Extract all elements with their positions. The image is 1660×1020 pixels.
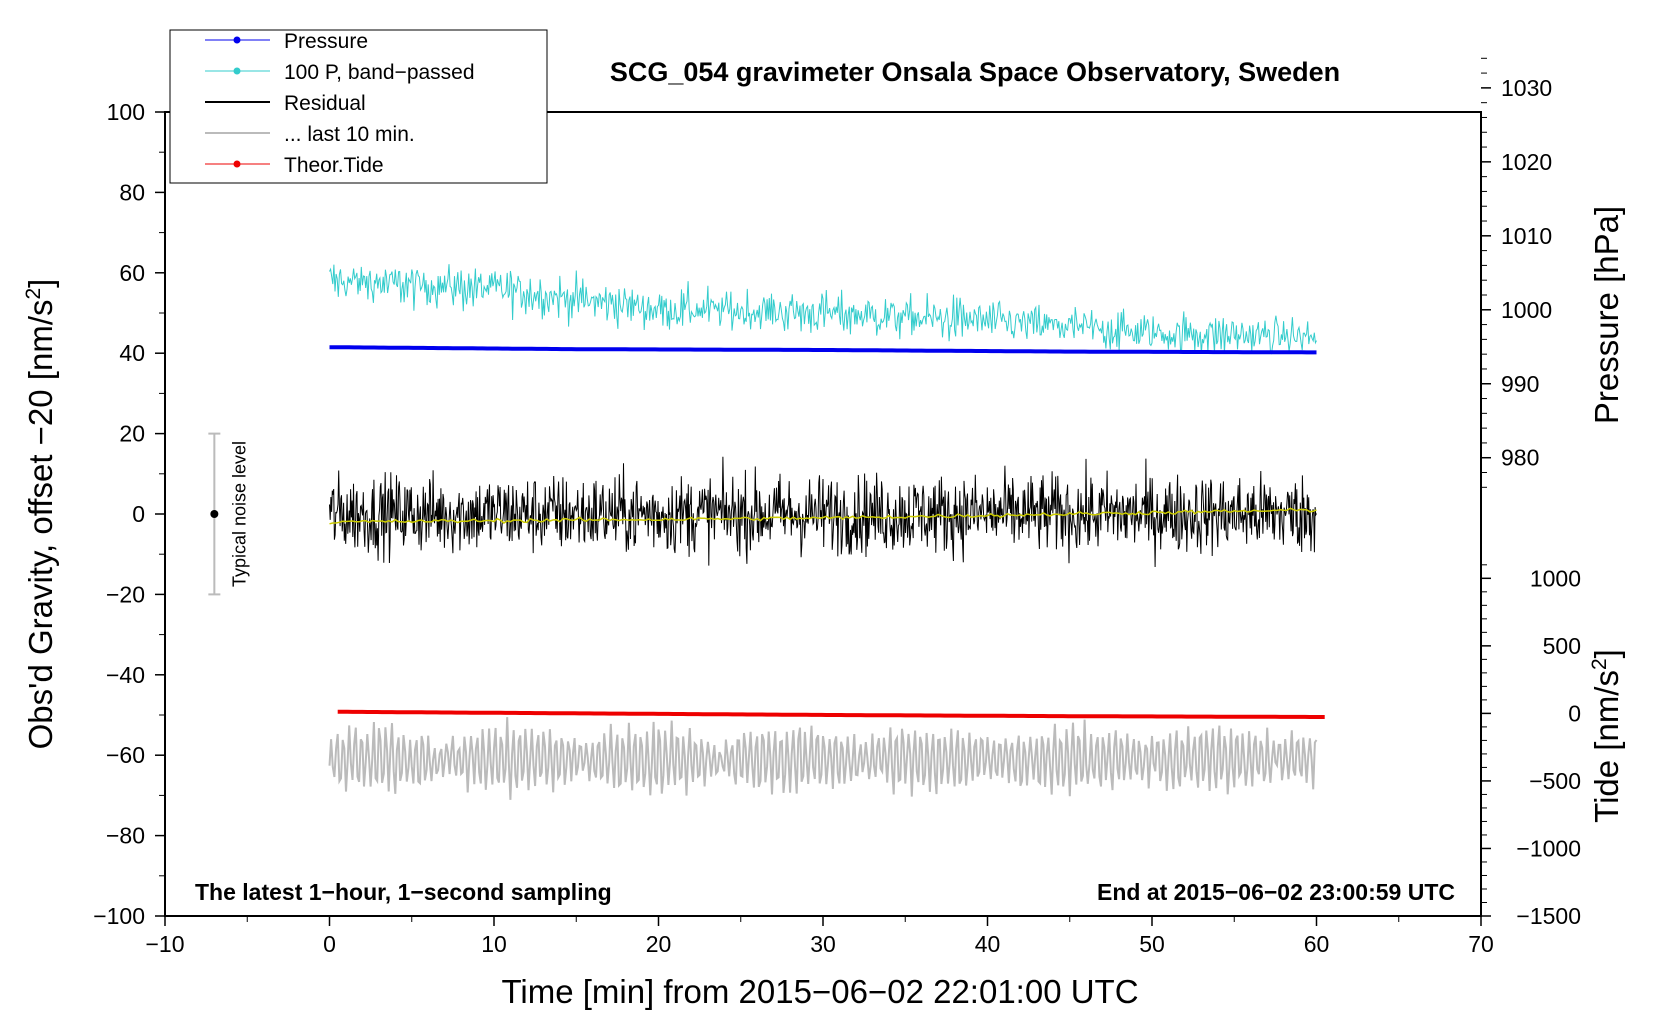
legend-label-pressure: Pressure (284, 30, 368, 53)
y-tick-label: 20 (119, 421, 145, 447)
pressure-tick-label: 1010 (1501, 223, 1552, 249)
tide-axis-title-end: ] (1588, 649, 1625, 658)
legend: Pressure 100 P, band−passed Residual ...… (169, 29, 548, 184)
y-tick-label: −80 (106, 823, 145, 849)
pressure-tick-label: 980 (1501, 445, 1539, 471)
last-10-min-line (328, 717, 1318, 800)
y-axis-title-main: Obs'd Gravity, offset −20 [nm/s (22, 300, 59, 750)
pressure-line (329, 345, 1317, 355)
smoothed-residual-line (329, 507, 1317, 525)
bandpassed-pressure-line (329, 264, 1317, 355)
noise-bar-center (210, 510, 219, 518)
y-tick-label: 80 (119, 179, 145, 205)
pressure-tick-label: 1020 (1501, 149, 1552, 175)
y-tick-label: 40 (119, 340, 145, 366)
x-tick-label: 40 (975, 931, 1001, 957)
sampling-annotation: The latest 1−hour, 1−second sampling (195, 879, 612, 905)
y-tick-label: 0 (132, 501, 145, 527)
legend-label-residual: Residual (284, 92, 366, 115)
legend-item-residual: Residual (205, 92, 366, 115)
y-tick-label: 100 (107, 99, 145, 125)
x-tick-label: 30 (810, 931, 836, 957)
y-tick-label: −40 (106, 662, 145, 688)
legend-label-bandpassed: 100 P, band−passed (284, 61, 475, 84)
legend-dot-pressure (233, 36, 241, 44)
legend-item-tide: Theor.Tide (205, 154, 384, 177)
tide-tick-label: 500 (1543, 633, 1581, 659)
x-tick-label: 20 (646, 931, 672, 957)
legend-label-last10: ... last 10 min. (284, 123, 415, 146)
pressure-tick-label: 1000 (1501, 297, 1552, 323)
y-axis-title-sup: 2 (22, 288, 45, 300)
pressure-tick-label: 990 (1501, 371, 1539, 397)
chart-title: SCG_054 gravimeter Onsala Space Observat… (610, 57, 1340, 87)
noise-bar-label: Typical noise level (229, 441, 249, 587)
x-tick-label: 10 (481, 931, 507, 957)
y-tick-label: −60 (106, 742, 145, 768)
x-tick-label: 70 (1468, 931, 1494, 957)
end-time-annotation: End at 2015−06−02 23:00:59 UTC (1097, 879, 1455, 905)
y-tick-label: −100 (93, 903, 145, 929)
y-axis-title: Obs'd Gravity, offset −20 [nm/s2] (22, 279, 59, 750)
pressure-axis-title: Pressure [hPa] (1588, 206, 1625, 424)
x-tick-label: 0 (323, 931, 336, 957)
theoretical-tide-line (337, 709, 1325, 719)
tide-axis-title-main: Tide [nm/s (1588, 670, 1625, 823)
legend-item-bandpassed: 100 P, band−passed (205, 61, 475, 84)
tide-axis-title-sup: 2 (1588, 658, 1611, 670)
series-layer (328, 264, 1325, 800)
x-tick-label: 50 (1139, 931, 1165, 957)
legend-dot-tide (233, 160, 241, 168)
y-tick-label: −20 (106, 581, 145, 607)
x-tick-label: −10 (145, 931, 184, 957)
legend-dot-bandpassed (233, 67, 241, 75)
noise-level-indicator: Typical noise level (208, 432, 249, 596)
y-tick-label: 60 (119, 260, 145, 286)
pressure-tick-label: 1030 (1501, 75, 1552, 101)
tide-axis-title: Tide [nm/s2] (1588, 649, 1625, 823)
tide-tick-label: −1500 (1516, 903, 1581, 929)
tide-tick-label: −1000 (1516, 835, 1581, 861)
legend-box (169, 29, 548, 184)
legend-item-pressure: Pressure (205, 30, 368, 53)
y-axis-title-end: ] (22, 279, 59, 288)
x-axis-title: Time [min] from 2015−06−02 22:01:00 UTC (501, 973, 1138, 1010)
tide-tick-label: −500 (1529, 768, 1581, 794)
x-tick-label: 60 (1304, 931, 1330, 957)
residual-line (329, 456, 1317, 568)
tide-tick-label: 1000 (1530, 565, 1581, 591)
legend-label-tide: Theor.Tide (284, 154, 384, 177)
ticks-layer: −10 0 10 20 30 40 50 60 70100806040200−20−40−60−… (93, 57, 1581, 957)
tide-tick-label: 0 (1568, 700, 1581, 726)
legend-item-last10: ... last 10 min. (205, 123, 415, 146)
